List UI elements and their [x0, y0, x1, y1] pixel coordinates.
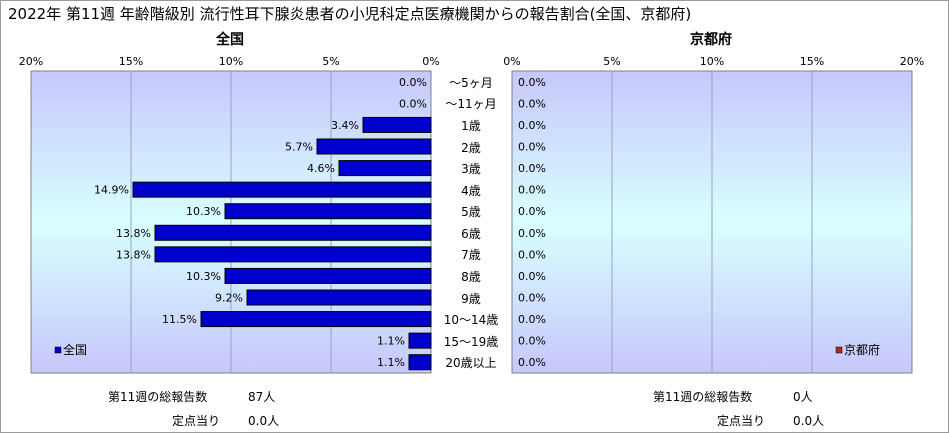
- data-label-national: 10.3%: [186, 270, 221, 283]
- tick-label: 5%: [603, 55, 621, 68]
- chart-title: 2022年 第11週 年齢階級別 流行性耳下腺炎患者の小児科定点医療機関からの報…: [8, 5, 692, 23]
- bar-national: [316, 138, 432, 155]
- category-label: 9歳: [461, 291, 481, 306]
- data-label-national: 13.8%: [116, 227, 151, 240]
- legend-swatch-kyoto: [835, 346, 843, 354]
- data-label-national: 11.5%: [162, 313, 197, 326]
- category-label: 20歳以上: [445, 356, 497, 371]
- legend-label-kyoto: 京都府: [844, 342, 880, 357]
- data-label-kyoto: 0.0%: [518, 227, 546, 240]
- kyoto-per-site-value: 0.0人: [793, 414, 825, 428]
- category-label: ～5ヶ月: [449, 75, 493, 90]
- tick-label: 15%: [799, 55, 825, 68]
- legend-label-national: 全国: [63, 342, 87, 357]
- data-label-kyoto: 0.0%: [518, 335, 546, 348]
- category-label: ～11ヶ月: [445, 97, 497, 112]
- kyoto-total-label: 第11週の総報告数: [653, 390, 753, 404]
- bar-national: [246, 289, 432, 306]
- data-label-kyoto: 0.0%: [518, 292, 546, 305]
- category-label: 10～14歳: [443, 313, 499, 328]
- data-label-national: 9.2%: [215, 292, 243, 305]
- data-label-national: 0.0%: [399, 97, 427, 110]
- bar-national: [362, 116, 432, 133]
- category-label: 15～19歳: [443, 334, 499, 349]
- kyoto-total-value: 0人: [793, 390, 813, 404]
- category-label: 1歳: [461, 118, 481, 133]
- data-label-kyoto: 0.0%: [518, 313, 546, 326]
- tick-label: 0%: [422, 55, 440, 68]
- bar-national: [224, 267, 432, 284]
- data-label-kyoto: 0.0%: [518, 97, 546, 110]
- bar-national: [224, 203, 432, 220]
- tick-label: 0%: [503, 55, 521, 68]
- tick-label: 10%: [218, 55, 244, 68]
- data-label-kyoto: 0.0%: [518, 119, 546, 132]
- bar-national: [154, 224, 432, 241]
- category-label: 3歳: [461, 162, 481, 177]
- data-label-national: 13.8%: [116, 248, 151, 261]
- data-label-kyoto: 0.0%: [518, 248, 546, 261]
- data-label-national: 0.0%: [399, 76, 427, 89]
- national-total-label: 第11週の総報告数: [108, 390, 208, 404]
- data-label-kyoto: 0.0%: [518, 184, 546, 197]
- bar-national: [408, 354, 432, 371]
- tick-label: 20%: [899, 55, 925, 68]
- legend-swatch-national: [54, 346, 62, 354]
- category-label: 6歳: [461, 226, 481, 241]
- national-per-site-label: 定点当り: [172, 414, 221, 428]
- data-label-kyoto: 0.0%: [518, 270, 546, 283]
- bar-national: [200, 311, 432, 328]
- data-label-kyoto: 0.0%: [518, 356, 546, 369]
- tick-label: 15%: [118, 55, 144, 68]
- data-label-national: 1.1%: [377, 356, 405, 369]
- data-label-kyoto: 0.0%: [518, 76, 546, 89]
- national-per-site-value: 0.0人: [248, 414, 280, 428]
- bar-national: [132, 181, 432, 198]
- data-label-national: 4.6%: [307, 162, 335, 175]
- bar-national: [408, 332, 432, 349]
- data-label-kyoto: 0.0%: [518, 162, 546, 175]
- data-label-national: 1.1%: [377, 335, 405, 348]
- data-label-national: 10.3%: [186, 205, 221, 218]
- data-label-national: 14.9%: [94, 184, 129, 197]
- category-label: 4歳: [461, 183, 481, 198]
- tick-label: 10%: [699, 55, 725, 68]
- data-label-national: 3.4%: [331, 119, 359, 132]
- category-label: 8歳: [461, 269, 481, 284]
- tick-label: 5%: [322, 55, 340, 68]
- category-label: 2歳: [461, 140, 481, 155]
- category-label: 7歳: [461, 248, 481, 263]
- panel-title-kyoto: 京都府: [690, 32, 732, 48]
- panel-title-national: 全国: [216, 32, 244, 48]
- kyoto-per-site-label: 定点当り: [717, 414, 766, 428]
- national-total-value: 87人: [248, 390, 276, 404]
- tick-label: 20%: [18, 55, 44, 68]
- data-label-national: 5.7%: [285, 141, 313, 154]
- data-label-kyoto: 0.0%: [518, 141, 546, 154]
- data-label-kyoto: 0.0%: [518, 205, 546, 218]
- bar-national: [338, 160, 432, 177]
- bar-national: [154, 246, 432, 263]
- category-label: 5歳: [461, 205, 481, 220]
